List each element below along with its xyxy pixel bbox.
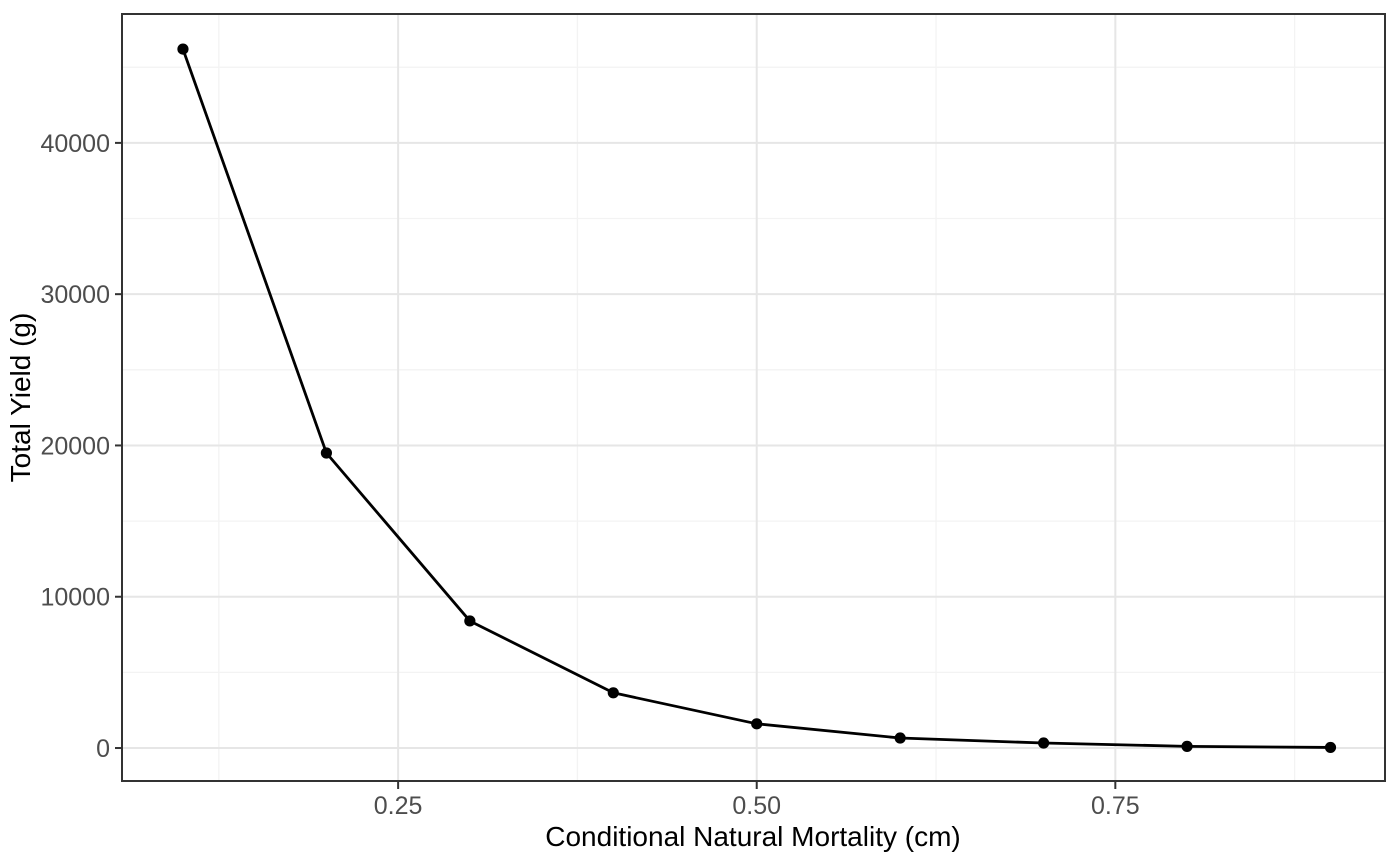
y-tick-label: 20000 [40, 432, 110, 460]
y-axis-title: Total Yield (g) [5, 313, 36, 483]
x-tick-label: 0.75 [1091, 792, 1140, 820]
y-tick-label: 30000 [40, 281, 110, 309]
data-point [464, 615, 476, 627]
data-point [320, 447, 333, 459]
data-point [607, 687, 619, 699]
data-point [177, 43, 189, 55]
y-tick-label: 10000 [40, 584, 110, 612]
data-point [751, 718, 763, 730]
x-tick-label: 0.50 [732, 792, 781, 820]
data-point [1324, 741, 1337, 754]
y-tick-label: 40000 [40, 130, 110, 158]
x-axis-title: Conditional Natural Mortality (cm) [545, 821, 960, 852]
data-point [894, 732, 906, 744]
y-tick-label: 0 [96, 735, 110, 763]
x-tick-label: 0.25 [374, 792, 423, 820]
panel-background [122, 14, 1385, 781]
plot-area: 0.25 0.50 0.75 0 10000 20000 30000 40000 [40, 13, 1386, 820]
panel-border [121, 13, 1386, 782]
data-point [1181, 740, 1193, 752]
data-point [1038, 737, 1050, 749]
